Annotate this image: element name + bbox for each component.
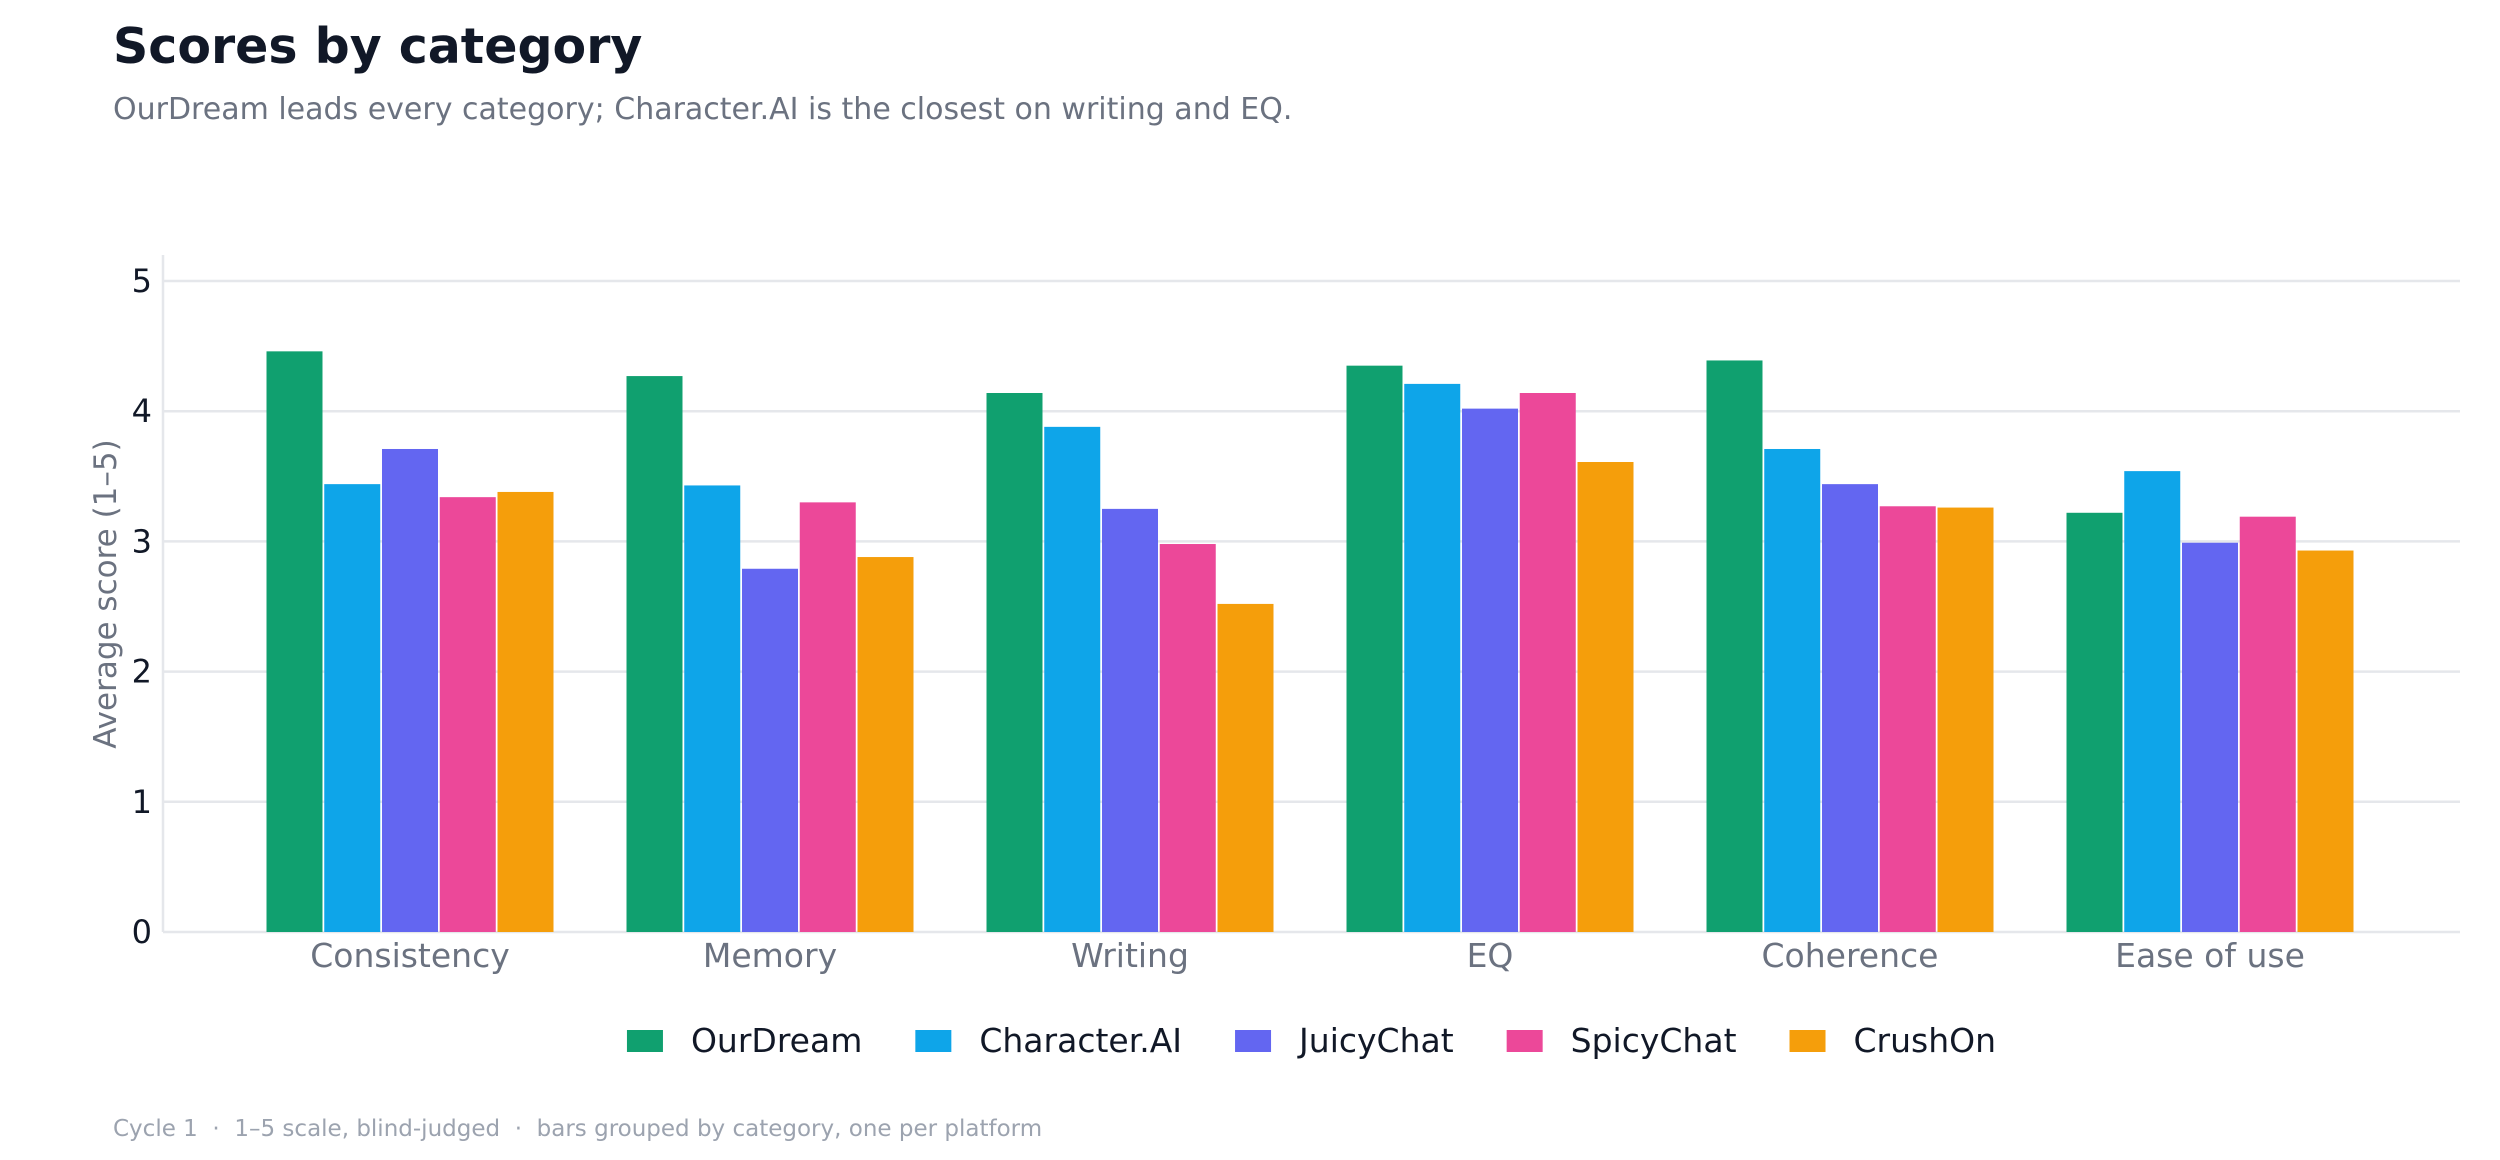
x-category-label: Consistency <box>310 936 510 975</box>
bar-juicychat-writing <box>1102 508 1158 932</box>
bar-character-ai-eq <box>1404 383 1461 932</box>
bar-crushon-eq <box>1577 462 1634 932</box>
chart-title: Scores by category <box>113 18 643 75</box>
bar-character-ai-writing <box>1044 426 1101 932</box>
y-tick-labels: 0 1 2 3 4 5 <box>132 262 152 951</box>
bar-character-ai-memory <box>684 485 741 932</box>
bar-juicychat-eq <box>1462 408 1518 932</box>
bar-crushon-ease-of-use <box>2297 550 2354 932</box>
bar-character-ai-coherence <box>1764 448 1821 932</box>
bar-spicychat-coherence <box>1879 506 1936 932</box>
x-category-label: Coherence <box>1762 936 1939 975</box>
bar-spicychat-memory <box>799 502 856 932</box>
bar-ourdream-memory <box>626 376 683 932</box>
legend-swatch <box>1506 1030 1543 1052</box>
y-tick-label: 4 <box>132 392 152 430</box>
legend-swatch <box>1789 1030 1826 1052</box>
bar-juicychat-consistency <box>382 448 438 932</box>
x-category-label: Ease of use <box>2115 936 2305 975</box>
legend: OurDream Character.AI JuicyChat SpicyChat Cr… <box>626 1021 1997 1060</box>
bar-spicychat-consistency <box>439 497 496 932</box>
x-category-label: EQ <box>1467 936 1514 975</box>
bar-crushon-consistency <box>497 491 554 932</box>
bar-crushon-coherence <box>1937 507 1994 932</box>
bar-ourdream-consistency <box>266 351 323 933</box>
bar-ourdream-ease-of-use <box>2066 512 2123 932</box>
legend-item-juicychat: JuicyChat <box>1235 1021 1454 1060</box>
legend-label: Character.AI <box>979 1021 1182 1060</box>
y-tick-label: 5 <box>132 262 152 300</box>
y-tick-label: 0 <box>132 913 152 951</box>
x-category-label: Writing <box>1071 936 1189 975</box>
bar-chart: 0 1 2 3 4 5 Consistency Memory Writing EQ Coheren… <box>88 255 2460 1060</box>
bar-juicychat-coherence <box>1822 484 1878 932</box>
bar-juicychat-ease-of-use <box>2182 542 2238 932</box>
y-tick-label: 3 <box>132 522 152 560</box>
bar-crushon-writing <box>1217 603 1274 932</box>
chart-subtitle: OurDream leads every category; Character… <box>113 92 1293 127</box>
bar-character-ai-ease-of-use <box>2124 471 2181 932</box>
legend-item-ourdream: OurDream <box>626 1021 862 1060</box>
bars <box>266 351 2354 933</box>
bar-spicychat-writing <box>1159 544 1216 932</box>
legend-swatch <box>1235 1030 1272 1052</box>
y-axis-label: Average score (1–5) <box>88 439 124 748</box>
legend-swatch <box>626 1030 663 1052</box>
x-category-labels: Consistency Memory Writing EQ Coherence Ease … <box>310 936 2305 975</box>
y-tick-label: 2 <box>132 653 152 691</box>
bar-ourdream-eq <box>1346 365 1403 932</box>
bar-character-ai-consistency <box>324 484 381 932</box>
legend-item-spicychat: SpicyChat <box>1506 1021 1737 1060</box>
bar-spicychat-eq <box>1519 393 1576 932</box>
legend-swatch <box>915 1030 952 1052</box>
legend-label: SpicyChat <box>1571 1021 1737 1060</box>
legend-item-crushon: CrushOn <box>1789 1021 1997 1060</box>
bar-ourdream-writing <box>986 393 1043 932</box>
legend-label: OurDream <box>691 1021 862 1060</box>
bar-crushon-memory <box>857 557 914 932</box>
footer-note: Cycle 1 · 1–5 scale, blind-judged · bars… <box>113 1116 1043 1142</box>
legend-item-character-ai: Character.AI <box>915 1021 1182 1060</box>
legend-label: JuicyChat <box>1297 1021 1454 1060</box>
bar-spicychat-ease-of-use <box>2239 516 2296 932</box>
legend-label: CrushOn <box>1854 1021 1997 1060</box>
x-category-label: Memory <box>703 936 837 975</box>
y-tick-label: 1 <box>132 783 152 821</box>
bar-ourdream-coherence <box>1706 360 1763 932</box>
bar-juicychat-memory <box>742 568 798 932</box>
